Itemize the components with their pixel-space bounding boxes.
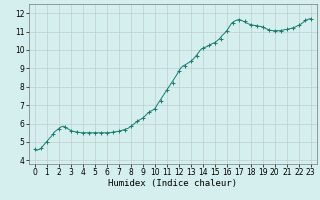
X-axis label: Humidex (Indice chaleur): Humidex (Indice chaleur): [108, 179, 237, 188]
